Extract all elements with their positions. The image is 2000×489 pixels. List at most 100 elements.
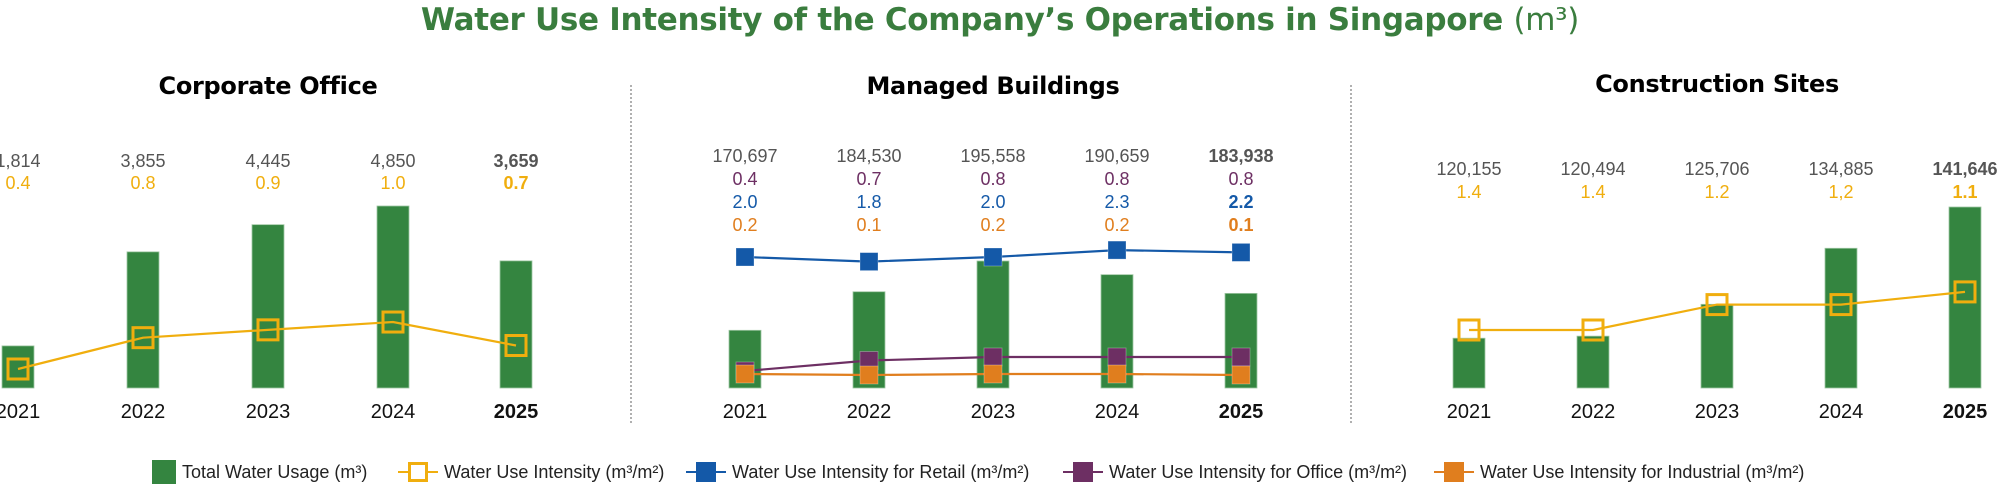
- panel-title-corporate-office: Corporate Office: [158, 72, 378, 100]
- value-label-total-2023: 125,706: [1684, 159, 1750, 179]
- legend-hollow-square-line-icon: [398, 460, 438, 484]
- legend-label: Water Use Intensity for Office (m³/m²): [1109, 461, 1408, 482]
- legend-filled-square-line-icon: [686, 460, 726, 484]
- value-label-total-2023: 4,445: [245, 151, 291, 171]
- legend-filled-square-line-icon: [1063, 460, 1103, 484]
- panel-title-managed-buildings: Managed Buildings: [866, 72, 1120, 100]
- bar-construction-sites-2023: [1700, 303, 1734, 389]
- x-tick-managed-buildings-2024: 2024: [1094, 401, 1140, 423]
- marker-construction-sites-intensity-2023: [1705, 293, 1729, 317]
- marker-construction-sites-intensity-2022: [1581, 318, 1605, 342]
- panel-divider-1: [630, 85, 632, 423]
- bar-corporate-office-2025: [499, 260, 533, 389]
- value-label-retail-2024: 2.3: [1104, 192, 1130, 212]
- value-label-intensity-2022: 1.4: [1580, 182, 1606, 202]
- marker-managed-buildings-industrial-2021: [735, 364, 755, 384]
- value-label-industrial-2022: 0.1: [856, 215, 882, 235]
- value-label-total-2021: 1,814: [0, 151, 41, 171]
- marker-corporate-office-intensity-2022: [131, 326, 155, 350]
- legend: Total Water Usage (m³) Water Use Intensit…: [0, 458, 2000, 486]
- value-label-total-2021: 120,155: [1436, 159, 1502, 179]
- value-label-industrial-2021: 0.2: [732, 215, 758, 235]
- value-label-intensity-2025: 1.1: [1952, 182, 1978, 202]
- legend-label: Water Use Intensity for Industrial (m³/m…: [1480, 461, 1805, 482]
- value-label-intensity-2024: 1.0: [380, 173, 406, 193]
- value-label-intensity-2021: 1.4: [1456, 182, 1482, 202]
- value-label-total-2025: 183,938: [1208, 146, 1274, 166]
- panel-divider-2: [1350, 85, 1352, 423]
- bar-construction-sites-2022: [1576, 335, 1610, 389]
- value-label-total-2021: 170,697: [712, 146, 778, 166]
- marker-managed-buildings-industrial-2025: [1231, 365, 1251, 385]
- legend-item-5: Water Use Intensity for Industrial (m³/m…: [1434, 458, 1804, 486]
- marker-corporate-office-intensity-2023: [256, 318, 280, 342]
- x-tick-managed-buildings-2023: 2023: [970, 401, 1016, 423]
- legend-bar-swatch-icon: [152, 460, 176, 484]
- value-label-retail-2025: 2.2: [1228, 192, 1254, 212]
- marker-corporate-office-intensity-2025: [504, 334, 528, 358]
- bar-construction-sites-2024: [1824, 247, 1858, 389]
- x-tick-construction-sites-2024: 2024: [1818, 401, 1864, 423]
- value-label-industrial-2023: 0.2: [980, 215, 1006, 235]
- value-label-industrial-2024: 0.2: [1104, 215, 1130, 235]
- marker-managed-buildings-retail-2023: [983, 247, 1003, 267]
- value-label-office-2024: 0.8: [1104, 169, 1130, 189]
- line-corporate-office-intensity: [17, 320, 517, 371]
- marker-managed-buildings-office-2024: [1107, 347, 1127, 367]
- marker-managed-buildings-retail-2021: [735, 247, 755, 267]
- marker-managed-buildings-industrial-2023: [983, 364, 1003, 384]
- x-tick-corporate-office-2021: 2021: [0, 401, 41, 423]
- x-tick-managed-buildings-2025: 2025: [1218, 401, 1264, 423]
- bar-corporate-office-2022: [126, 251, 160, 389]
- value-label-intensity-2023: 0.9: [255, 173, 281, 193]
- value-label-retail-2023: 2.0: [980, 192, 1006, 212]
- value-label-retail-2021: 2.0: [732, 192, 758, 212]
- value-label-office-2022: 0.7: [856, 169, 882, 189]
- legend-label: Total Water Usage (m³): [182, 461, 368, 482]
- value-label-total-2024: 134,885: [1808, 159, 1874, 179]
- x-tick-corporate-office-2024: 2024: [370, 401, 416, 423]
- line-construction-sites-intensity: [1469, 290, 1966, 332]
- value-label-total-2023: 195,558: [960, 146, 1026, 166]
- x-tick-managed-buildings-2021: 2021: [722, 401, 768, 423]
- x-tick-construction-sites-2022: 2022: [1570, 401, 1616, 423]
- marker-construction-sites-intensity-2021: [1457, 318, 1481, 342]
- x-tick-construction-sites-2021: 2021: [1446, 401, 1492, 423]
- x-tick-managed-buildings-2022: 2022: [846, 401, 892, 423]
- value-label-total-2025: 141,646: [1932, 159, 1998, 179]
- panel-title-construction-sites: Construction Sites: [1595, 70, 1839, 98]
- marker-corporate-office-intensity-2021: [6, 357, 30, 381]
- value-label-intensity-2022: 0.8: [130, 173, 156, 193]
- marker-managed-buildings-retail-2024: [1107, 240, 1127, 260]
- legend-item-3: Water Use Intensity for Retail (m³/m²): [686, 458, 1029, 486]
- value-label-office-2023: 0.8: [980, 169, 1006, 189]
- main-title-unit: (m³): [1513, 2, 1580, 38]
- bar-corporate-office-2024: [376, 205, 410, 389]
- x-tick-construction-sites-2023: 2023: [1694, 401, 1740, 423]
- marker-corporate-office-intensity-2024: [381, 310, 405, 334]
- legend-item-2: Water Use Intensity (m³/m²): [398, 458, 664, 486]
- bar-corporate-office-2023: [251, 224, 285, 389]
- value-label-total-2022: 184,530: [836, 146, 902, 166]
- value-label-intensity-2024: 1,2: [1828, 182, 1854, 202]
- marker-managed-buildings-office-2023: [983, 347, 1003, 367]
- legend-filled-square-line-icon: [1434, 460, 1474, 484]
- legend-item-1: Total Water Usage (m³): [152, 458, 367, 486]
- x-tick-corporate-office-2022: 2022: [120, 401, 166, 423]
- marker-managed-buildings-industrial-2024: [1107, 364, 1127, 384]
- value-label-intensity-2023: 1.2: [1704, 182, 1730, 202]
- main-title-text: Water Use Intensity of the Company’s Ope…: [420, 2, 1503, 38]
- value-label-office-2025: 0.8: [1228, 169, 1254, 189]
- value-label-office-2021: 0.4: [732, 169, 758, 189]
- legend-label: Water Use Intensity (m³/m²): [444, 461, 665, 482]
- legend-label: Water Use Intensity for Retail (m³/m²): [732, 461, 1030, 482]
- marker-construction-sites-intensity-2024: [1829, 293, 1853, 317]
- value-label-total-2024: 4,850: [370, 151, 416, 171]
- x-tick-construction-sites-2025: 2025: [1942, 401, 1988, 423]
- legend-item-4: Water Use Intensity for Office (m³/m²): [1063, 458, 1407, 486]
- x-tick-corporate-office-2025: 2025: [493, 401, 539, 423]
- chart-main-title: Water Use Intensity of the Company’s Ope…: [0, 0, 2000, 40]
- value-label-total-2024: 190,659: [1084, 146, 1150, 166]
- value-label-intensity-2021: 0.4: [5, 173, 31, 193]
